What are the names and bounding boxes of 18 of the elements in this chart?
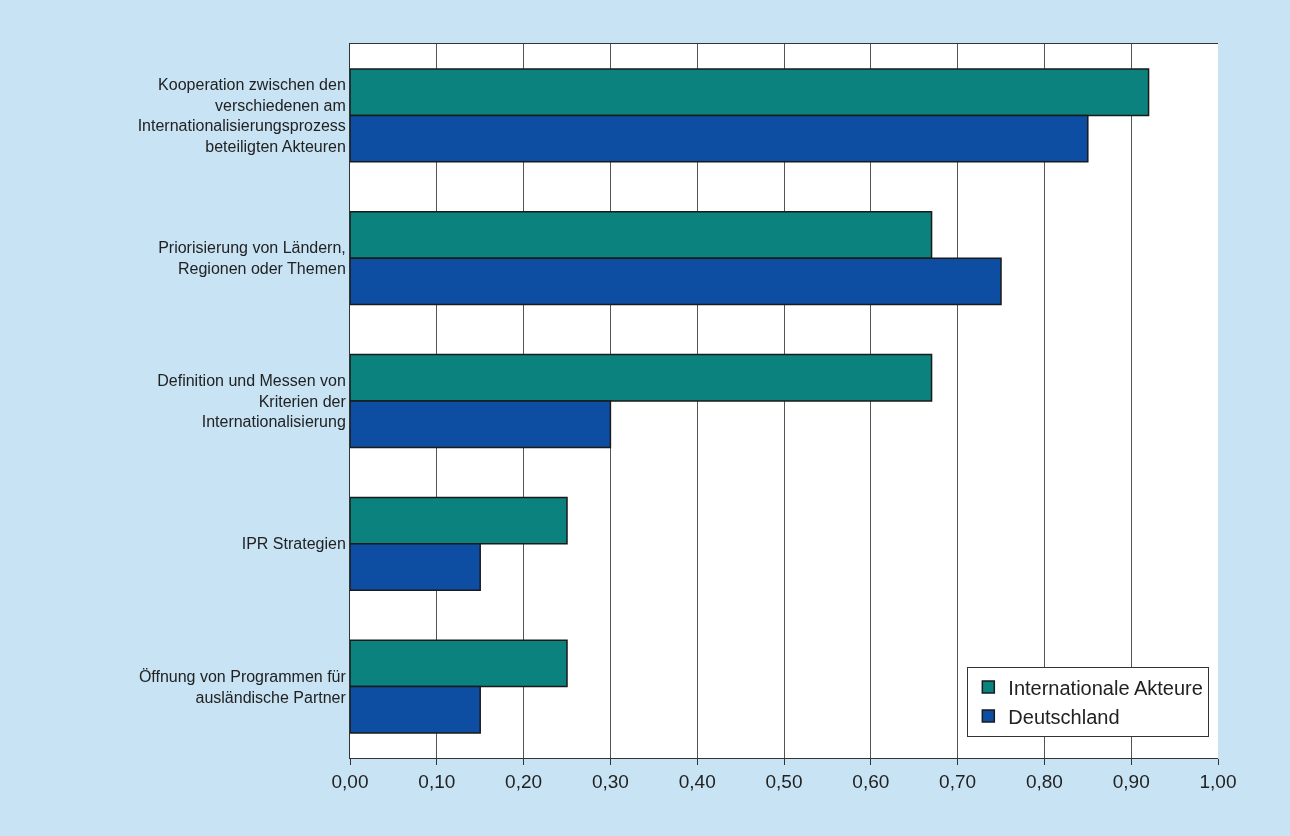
y-tick-label: Priorisierung von Ländern, Regionen oder Themen — [158, 239, 346, 278]
y-tick-label: IPR Strategien — [241, 535, 346, 553]
x-tick-label: 0,60 — [852, 770, 890, 792]
x-tick-label: 0,10 — [418, 770, 456, 792]
x-tick-label: 0,40 — [678, 770, 716, 792]
x-tick-label: 0,50 — [765, 770, 803, 792]
y-tick-label: Kooperation zwischen den verschiedenen am Internationalisierungsprozess beteiligten Akteuren — [137, 75, 346, 156]
x-tick-label: 0,30 — [591, 770, 629, 792]
y-tick-label: Öffnung von Programmen für ausländische Partner — [138, 667, 347, 706]
x-tick-label: 0,90 — [1112, 770, 1150, 792]
x-tick-label: 0,20 — [505, 770, 543, 792]
legend-label: Deutschland — [1008, 705, 1120, 728]
x-tick-label: 0,80 — [1025, 770, 1063, 792]
x-tick-label: 0,70 — [939, 770, 977, 792]
y-tick-label: Definition und Messen von Kriterien der Internationalisierung — [157, 371, 347, 431]
legend-label: Internationale Akteure — [1008, 676, 1203, 699]
x-tick-label: 0,00 — [331, 770, 369, 792]
x-tick-label: 1,00 — [1199, 770, 1237, 792]
